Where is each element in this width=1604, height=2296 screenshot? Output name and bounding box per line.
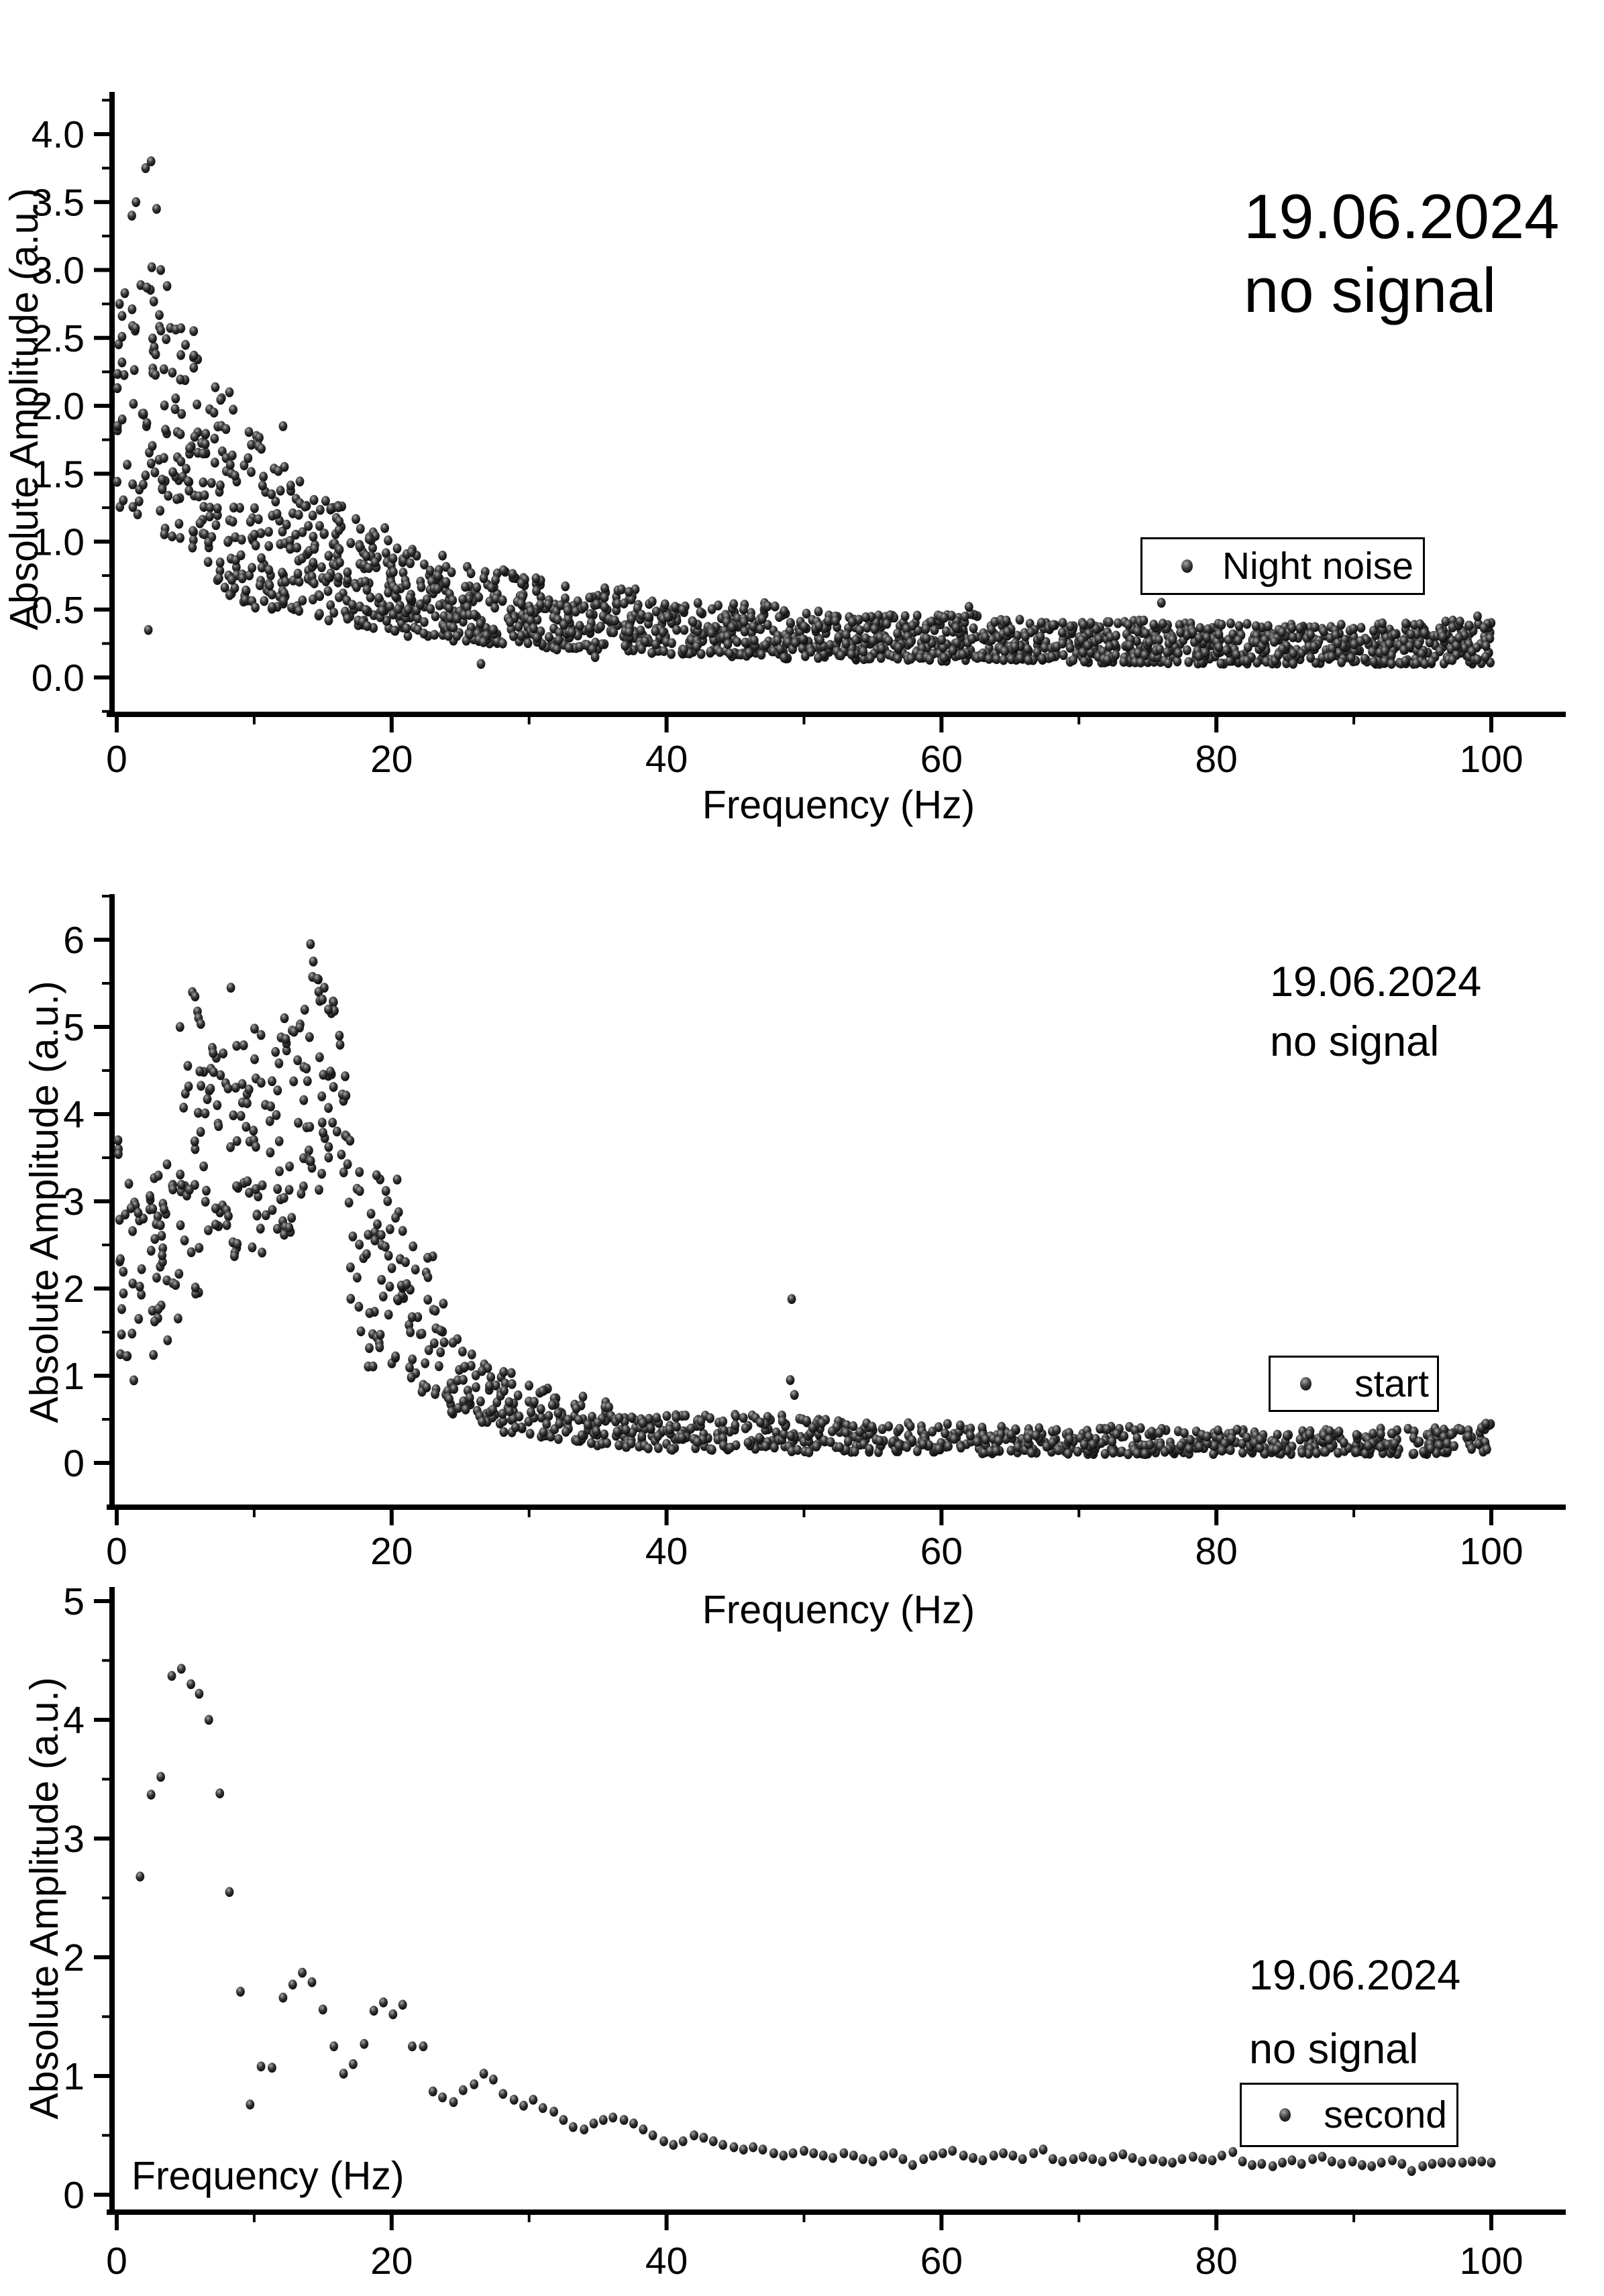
annotation-middle: 19.06.2024 no signal [1270, 952, 1481, 1073]
y-tick-label: 1.5 [32, 453, 85, 496]
y-tick-label: 6 [63, 919, 85, 962]
y-tick-label: 5 [63, 1006, 85, 1049]
legend-marker-icon [1300, 1377, 1312, 1390]
ticks-panel-bottom [94, 1599, 1493, 2230]
x-tick-label: 40 [645, 738, 688, 781]
y-tick-label: 4 [63, 1093, 85, 1136]
legend-night-noise: Night noise [1140, 537, 1425, 595]
x-tick-label: 0 [106, 1530, 127, 1573]
y-axis-label-bottom: Absolute Amplitude (a.u.) [22, 1677, 66, 2120]
x-tick-label: 100 [1459, 2240, 1523, 2283]
x-tick-label: 0 [106, 738, 127, 781]
scatter-series-start [113, 939, 1495, 1460]
y-tick-label: 4 [63, 1699, 85, 1742]
scatter-series-second [136, 1663, 1496, 2177]
annotation-note: no signal [1244, 254, 1497, 325]
y-tick-label: 1 [63, 1355, 85, 1398]
y-tick-label: 2.5 [32, 317, 85, 360]
y-tick-label: 2.0 [32, 385, 85, 428]
y-tick-label: 4.0 [32, 113, 85, 156]
legend-label: Night noise [1222, 545, 1413, 588]
x-tick-label: 80 [1195, 738, 1237, 781]
x-tick-label: 40 [645, 2240, 688, 2283]
annotation-date: 19.06.2024 [1270, 959, 1482, 1005]
ticks-panel-middle [94, 895, 1493, 1525]
x-tick-label: 40 [645, 1530, 688, 1573]
x-tick-label: 80 [1195, 1530, 1237, 1573]
x-tick-label: 60 [920, 738, 963, 781]
x-tick-label: 100 [1459, 1530, 1523, 1573]
y-tick-label: 0 [63, 1442, 85, 1485]
x-tick-label: 80 [1195, 2240, 1237, 2283]
y-tick-label: 5 [63, 1580, 85, 1623]
x-tick-label: 60 [920, 1530, 963, 1573]
legend-marker-icon [1279, 2108, 1291, 2122]
y-tick-label: 3.5 [32, 181, 85, 224]
legend-marker-icon [1181, 559, 1193, 573]
x-tick-label: 0 [106, 2240, 127, 2283]
axes-panel-bottom [107, 1587, 1566, 2215]
y-tick-label: 2 [63, 1936, 85, 1979]
legend-start: start [1269, 1356, 1439, 1412]
tick-labels-panel-top: 0 20 40 60 80 100 0.0 0.5 1.0 1.5 2.0 2.5 3.0 3.5 4.0 [32, 113, 1523, 781]
y-axis-label-top: Absolute Amplitude (a.u.) [2, 188, 46, 631]
y-tick-label: 3.0 [32, 250, 85, 292]
y-tick-label: 0 [63, 2174, 85, 2217]
tick-labels-panel-middle: 0 20 40 60 80 100 0 1 2 3 4 5 6 [63, 919, 1523, 1573]
annotation-date: 19.06.2024 [1249, 1952, 1461, 1999]
x-tick-label: 20 [370, 738, 413, 781]
x-tick-label: 60 [920, 2240, 963, 2283]
x-tick-label: 100 [1459, 738, 1523, 781]
y-tick-label: 3 [63, 1818, 85, 1861]
annotation-top: 19.06.2024 no signal [1244, 180, 1559, 327]
y-tick-label: 0.5 [32, 589, 85, 632]
y-tick-label: 2 [63, 1268, 85, 1311]
x-axis-label-bottom: Frequency (Hz) [131, 2154, 405, 2198]
y-tick-label: 1.0 [32, 521, 85, 564]
x-tick-label: 20 [370, 2240, 413, 2283]
annotation-date: 19.06.2024 [1244, 181, 1560, 252]
legend-label: second [1324, 2093, 1447, 2136]
annotation-note: no signal [1270, 1018, 1440, 1066]
x-axis-label-middle: Frequency (Hz) [702, 1588, 975, 1632]
legend-label: start [1354, 1362, 1429, 1405]
ticks-panel-top [94, 99, 1493, 732]
y-tick-label: 0.0 [32, 657, 85, 700]
annotation-bottom: 19.06.2024 no signal [1249, 1938, 1460, 2087]
scatter-series-night-noise [113, 156, 1496, 669]
legend-second: second [1240, 2083, 1458, 2147]
y-axis-label-middle: Absolute Amplitude (a.u.) [22, 981, 66, 1423]
tick-labels-panel-bottom: 0 20 40 60 80 100 0 1 2 3 4 5 [63, 1580, 1523, 2283]
x-axis-label-top: Frequency (Hz) [702, 783, 975, 827]
annotation-note: no signal [1249, 2026, 1419, 2073]
y-tick-label: 1 [63, 2055, 85, 2098]
x-tick-label: 20 [370, 1530, 413, 1573]
y-tick-label: 3 [63, 1181, 85, 1223]
